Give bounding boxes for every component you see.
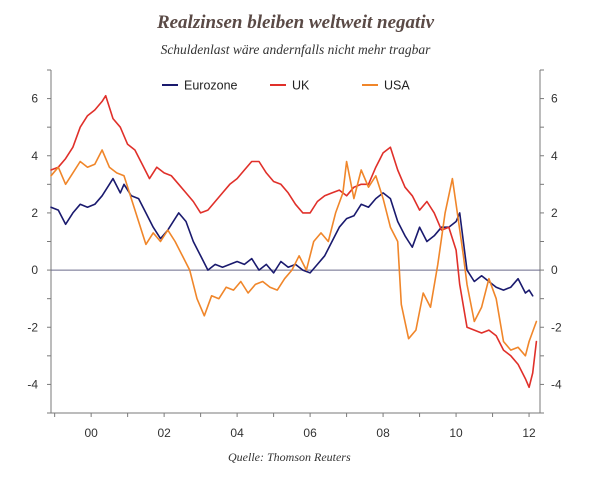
y-tick-label-right: -4 <box>551 377 562 391</box>
y-tick-label-right: 2 <box>551 206 558 220</box>
y-tick-label-left: -2 <box>27 320 38 334</box>
legend: Eurozone UK USA <box>162 79 410 93</box>
series-line-uk <box>50 94 538 389</box>
legend-label-uk: UK <box>292 79 310 93</box>
series-line-usa <box>50 149 538 357</box>
chart-title: Realzinsen bleiben weltweit negativ <box>156 12 435 33</box>
y-tick-label-right: 4 <box>551 149 558 163</box>
y-tick-label-right: 6 <box>551 92 558 106</box>
x-tick-label: 12 <box>522 426 536 440</box>
chart-subtitle: Schuldenlast wäre andernfalls nicht mehr… <box>160 42 431 57</box>
axes: -4 -4-2 -20 02 24 46 600 02 04 06 08 10 12 <box>27 69 562 440</box>
x-tick-label: 04 <box>230 426 244 440</box>
legend-label-eurozone: Eurozone <box>184 79 238 93</box>
y-tick-label-left: 4 <box>31 149 38 163</box>
legend-label-usa: USA <box>384 79 410 93</box>
source-note: Quelle: Thomson Reuters <box>228 450 351 464</box>
y-tick-label-right: 0 <box>551 263 558 277</box>
y-tick-label-left: -4 <box>27 377 38 391</box>
x-tick-label: 02 <box>157 426 171 440</box>
y-tick-label-left: 2 <box>31 206 38 220</box>
y-tick-label-right: -2 <box>551 320 562 334</box>
series-lines <box>50 94 538 389</box>
x-tick-label: 08 <box>376 426 390 440</box>
x-tick-label: 10 <box>449 426 463 440</box>
x-tick-label: 00 <box>84 426 98 440</box>
y-tick-label-left: 0 <box>31 263 38 277</box>
x-tick-label: 06 <box>303 426 317 440</box>
y-tick-label-left: 6 <box>31 92 38 106</box>
